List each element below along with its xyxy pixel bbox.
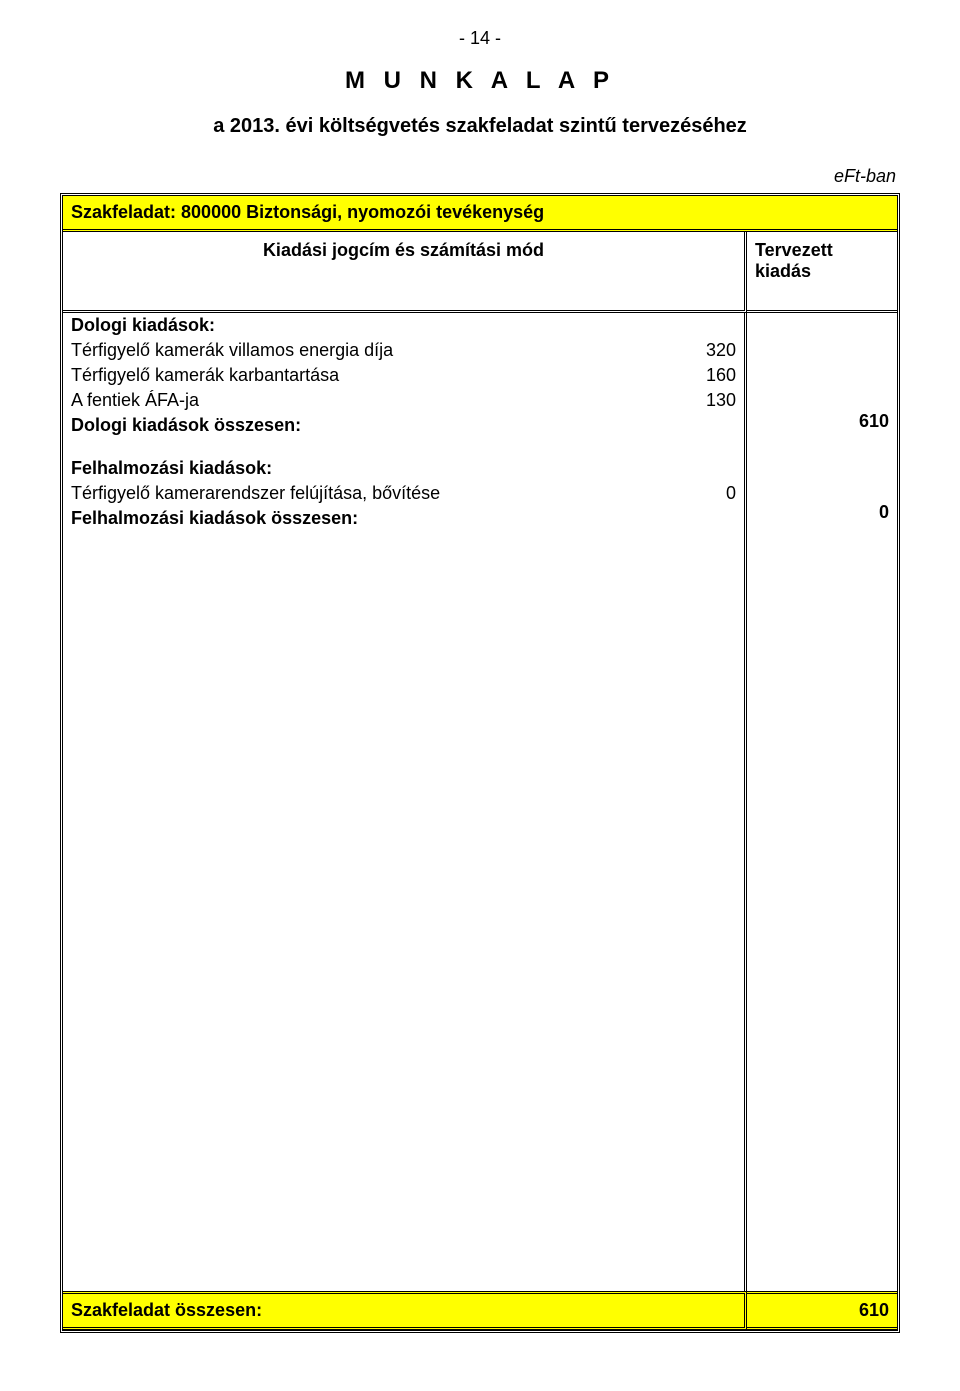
row-value: 320 [674,338,744,363]
section1-total-value: 610 [747,409,897,434]
spacer-row [63,531,897,1291]
row-value: 160 [674,363,744,388]
section2-total-label: Felhalmozási kiadások összesen: [63,506,744,531]
table-header-yellow-row: Szakfeladat: 800000 Biztonsági, nyomozói… [63,196,897,232]
unit-label: eFt-ban [60,166,900,187]
column-header-left: Kiadási jogcím és számítási mód [63,232,747,313]
row-label: Térfigyelő kamerák villamos energia díja [63,338,674,363]
section-total-row: Felhalmozási kiadások összesen: [63,506,744,531]
body-left-cell: Dologi kiadások: Térfigyelő kamerák vill… [63,313,747,531]
row-value: 0 [674,481,744,506]
section1-heading: Dologi kiadások: [63,313,744,338]
table-row: Térfigyelő kamerák karbantartása 160 [63,363,744,388]
section2-heading: Felhalmozási kiadások: [63,456,744,481]
section-total-row: Dologi kiadások összesen: [63,413,744,438]
section2-total-value: 0 [747,500,897,525]
worksheet-title: M U N K A L A P [60,67,900,95]
section1-total-value-row: 610 [747,409,897,434]
right-inner-table: 610 0 [747,313,897,525]
body-right-cell: 610 0 [747,313,897,531]
column-header-row: Kiadási jogcím és számítási mód Tervezet… [63,232,897,313]
worksheet-subtitle: a 2013. évi költségvetés szakfeladat szi… [60,115,900,138]
column-header-right: Tervezett kiadás [747,232,897,313]
col-header-right-line2: kiadás [755,261,811,281]
col-header-right-line1: Tervezett [755,240,833,260]
row-label: Térfigyelő kamerarendszer felújítása, bő… [63,481,674,506]
budget-table: Szakfeladat: 800000 Biztonsági, nyomozói… [60,193,900,1333]
footer-row: Szakfeladat összesen: 610 [63,1291,897,1330]
section2-total-value-row: 0 [747,500,897,525]
left-inner-table: Dologi kiadások: Térfigyelő kamerák vill… [63,313,744,531]
row-label: A fentiek ÁFA-ja [63,388,674,413]
page-container: - 14 - M U N K A L A P a 2013. évi költs… [0,0,960,1391]
table-row: A fentiek ÁFA-ja 130 [63,388,744,413]
table-row: Térfigyelő kamerák villamos energia díja… [63,338,744,363]
footer-value: 610 [747,1291,897,1330]
section1-total-label: Dologi kiadások összesen: [63,413,744,438]
section-heading-row: Felhalmozási kiadások: [63,456,744,481]
section-heading-row: Dologi kiadások: [63,313,744,338]
table-row: Térfigyelő kamerarendszer felújítása, bő… [63,481,744,506]
body-row: Dologi kiadások: Térfigyelő kamerák vill… [63,313,897,531]
blank-row [63,438,744,456]
row-label: Térfigyelő kamerák karbantartása [63,363,674,388]
footer-label: Szakfeladat összesen: [63,1291,747,1330]
row-value: 130 [674,388,744,413]
page-number: - 14 - [60,28,900,49]
task-header-cell: Szakfeladat: 800000 Biztonsági, nyomozói… [63,196,897,232]
